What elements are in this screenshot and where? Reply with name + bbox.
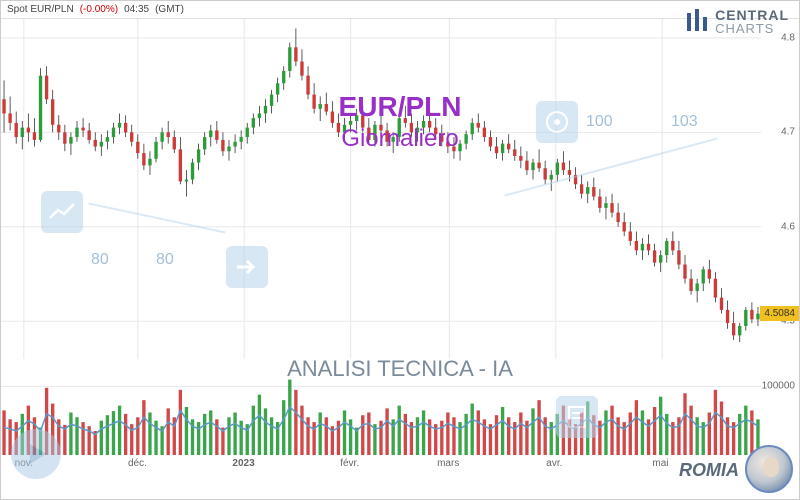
watermark-doc-icon — [556, 396, 598, 438]
candlestick-chart — [1, 19, 761, 359]
instrument-name: Spot EUR/PLN — [7, 4, 74, 15]
section-title: ANALISI TECNICA - IA — [287, 356, 513, 382]
chart-title-sub: Giornaliero — [341, 125, 458, 153]
watermark-label: 80 — [156, 251, 174, 269]
logo-line2: CHARTS — [715, 22, 789, 35]
avatar-icon — [745, 445, 793, 493]
brand-logo: CENTRAL CHARTS — [685, 7, 789, 35]
logo-icon — [685, 7, 709, 35]
watermark-label: 100 — [586, 113, 613, 131]
price-chart-area[interactable]: 4.54.64.74.8 4.5084 — [1, 19, 799, 359]
romia-label: ROMIA — [679, 460, 739, 481]
logo-line1: CENTRAL — [715, 8, 789, 22]
chart-title-main: EUR/PLN — [339, 91, 462, 123]
watermark-play-icon — [11, 429, 61, 479]
watermark-label: 103 — [671, 113, 698, 131]
chart-container: Spot EUR/PLN (-0.00%) 04:35 (GMT) CENTRA… — [0, 0, 800, 500]
quote-tz: (GMT) — [155, 4, 184, 15]
watermark-arrow-icon — [226, 246, 268, 288]
watermark-icon — [41, 191, 83, 233]
change-percent: (-0.00%) — [80, 4, 118, 15]
current-price-tag: 4.5084 — [760, 306, 799, 321]
watermark-target-icon — [536, 101, 578, 143]
quote-time: 04:35 — [124, 4, 149, 15]
time-x-axis: nov.déc.2023févr.marsavr.mai — [1, 455, 759, 471]
chart-header: Spot EUR/PLN (-0.00%) 04:35 (GMT) — [1, 1, 799, 19]
watermark-label: 80 — [91, 251, 109, 269]
